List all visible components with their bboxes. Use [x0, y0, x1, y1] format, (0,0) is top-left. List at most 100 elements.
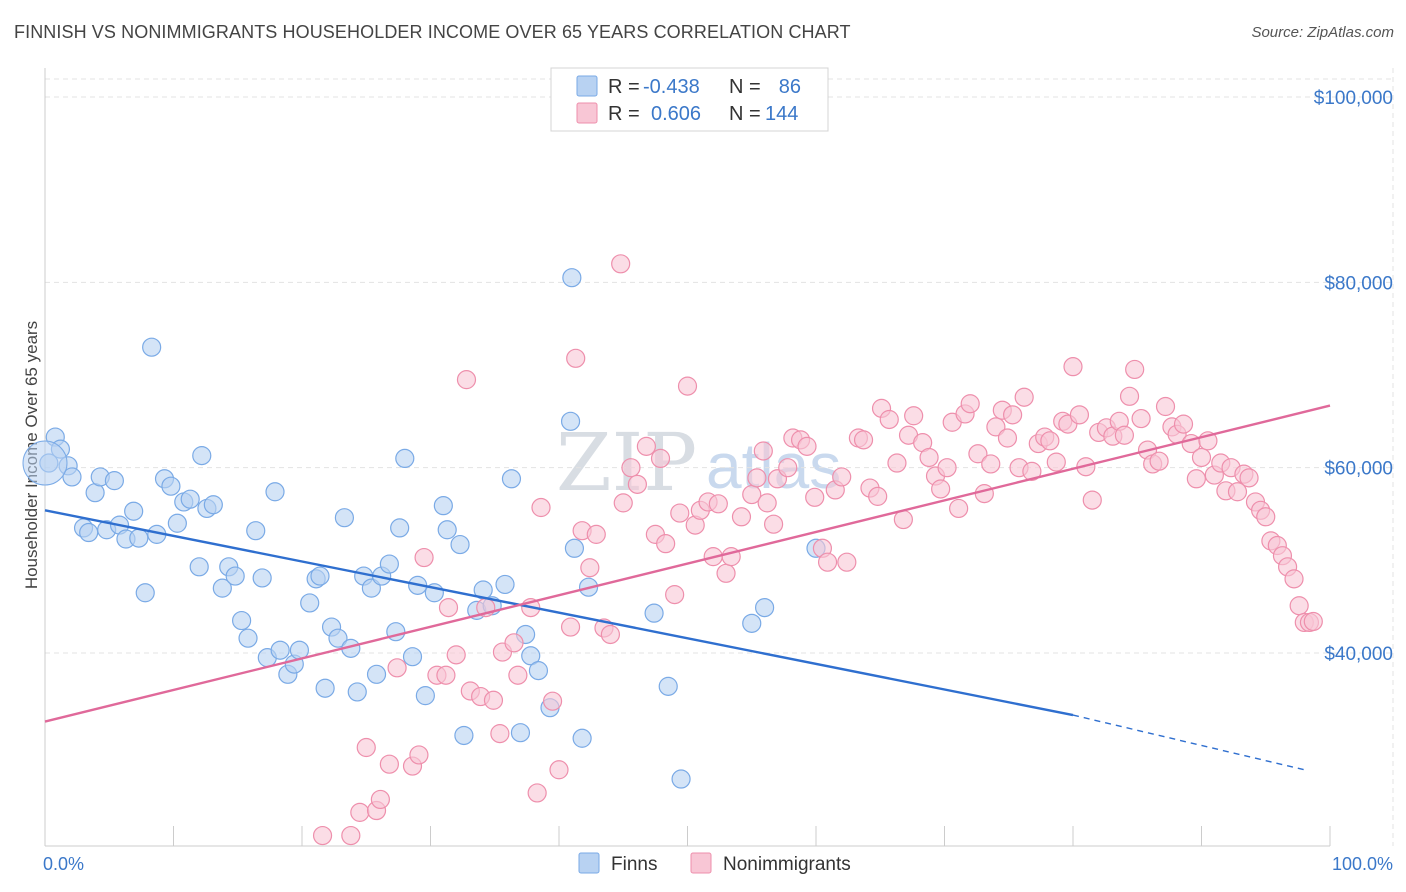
- finns-point-35: [265, 482, 285, 502]
- finns-point-53: [379, 554, 399, 574]
- bottom-legend: Finns Nonimmigrants: [578, 852, 851, 875]
- nonimmigrants-point-20: [490, 724, 510, 744]
- finns-point-70: [510, 723, 531, 743]
- nonimmigrants-point-120: [1149, 451, 1169, 471]
- finns-point-4: [62, 467, 82, 487]
- legend-r-value-finns: -0.438: [643, 76, 700, 98]
- finns-point-80: [658, 676, 678, 696]
- finns-point-27: [212, 578, 232, 598]
- finns-point-19: [161, 476, 181, 496]
- nonimmigrants-point-9: [409, 745, 429, 765]
- nonimmigrants-point-67: [817, 552, 838, 572]
- nonimmigrants-point-147: [1303, 611, 1323, 632]
- finns-point-45: [328, 628, 348, 648]
- nonimmigrants-point-5: [370, 789, 390, 810]
- nonimmigrants-point-7: [387, 658, 407, 678]
- nonimmigrants-point-76: [879, 409, 899, 430]
- nonimmigrants-point-92: [981, 454, 1001, 474]
- nonimmigrants-point-33: [586, 524, 606, 544]
- finns-point-59: [415, 686, 435, 706]
- finns-point-26: [203, 495, 223, 515]
- finns-point-55: [390, 518, 410, 538]
- nonimmigrants-point-99: [1022, 461, 1042, 481]
- nonimmigrants-point-28: [549, 760, 569, 780]
- nonimmigrants-point-6: [379, 754, 399, 774]
- finns-point-24: [192, 446, 212, 466]
- nonimmigrants-point-69: [832, 467, 852, 487]
- nonimmigrants-point-70: [837, 552, 857, 572]
- finns-point-81: [671, 769, 691, 789]
- nonimmigrants-point-1: [341, 825, 361, 846]
- nonimmigrants-point-82: [919, 447, 939, 468]
- nonimmigrants-point-91: [974, 484, 994, 504]
- nonimmigrants-point-135: [1239, 468, 1259, 488]
- nonimmigrants-point-27: [542, 691, 563, 711]
- nonimmigrants-point-43: [656, 534, 676, 554]
- nonimmigrants-point-30: [566, 348, 586, 368]
- gridlines: [45, 68, 1394, 846]
- finns-point-29: [225, 566, 245, 586]
- y-tick-label-2: $80,000: [1324, 273, 1393, 294]
- finns-point-68: [495, 574, 515, 595]
- nonimmigrants-point-56: [747, 468, 767, 488]
- finns-point-33: [252, 568, 272, 588]
- finns-point-85: [562, 268, 582, 288]
- finns-point-14: [129, 528, 149, 548]
- legend-swatch-nonimmigrants: [576, 102, 598, 124]
- finns-point-6: [79, 522, 99, 543]
- finns-point-large: [22, 440, 68, 486]
- nonimmigrants-point-127: [1191, 447, 1212, 468]
- finns-point-79: [644, 603, 664, 623]
- finns-point-82: [742, 613, 762, 633]
- nonimmigrants-point-117: [1131, 408, 1151, 429]
- nonimmigrants-point-143: [1284, 569, 1304, 589]
- finns-point-36: [270, 640, 290, 660]
- bottom-legend-label-nonimmigrants: Nonimmigrants: [723, 854, 851, 875]
- nonimmigrants-point-23: [508, 665, 528, 685]
- finns-point-56: [395, 448, 415, 468]
- nonimmigrants-point-133: [1227, 482, 1248, 502]
- nonimmigrants-point-35: [600, 624, 621, 645]
- finns-point-10: [104, 471, 124, 491]
- nonimmigrants-point-138: [1256, 507, 1276, 527]
- nonimmigrants-point-80: [904, 406, 924, 426]
- finns-point-20: [167, 513, 187, 533]
- finns-point-46: [334, 508, 355, 528]
- legend-box: R = -0.438 N = 86 R = 0.606 N = 144: [550, 67, 829, 132]
- bottom-legend-swatch-finns: [578, 852, 600, 874]
- finns-point-63: [450, 534, 470, 555]
- finns-point-75: [560, 411, 581, 431]
- nonimmigrants-point-61: [778, 458, 798, 478]
- nonimmigrants-point-98: [1014, 387, 1034, 407]
- nonimmigrants-point-116: [1125, 359, 1145, 380]
- nonimmigrants-point-13: [438, 597, 459, 618]
- legend-n-value-nonimmigrants: 144: [765, 103, 798, 125]
- nonimmigrants-point-39: [627, 474, 647, 494]
- nonimmigrants-point-10: [414, 547, 434, 568]
- nonimmigrants-point-12: [436, 665, 456, 685]
- nonimmigrants-point-25: [527, 783, 547, 803]
- nonimmigrants-point-22: [504, 633, 524, 653]
- finns-point-15: [135, 583, 155, 603]
- nonimmigrants-point-36: [611, 254, 631, 274]
- nonimmigrants-point-57: [753, 441, 773, 461]
- nonimmigrants-point-59: [763, 514, 784, 534]
- nonimmigrants-point-15: [456, 370, 477, 390]
- nonimmigrants-point-102: [1040, 431, 1060, 451]
- series-finns-points: [22, 268, 826, 789]
- nonimmigrants-point-95: [997, 428, 1018, 448]
- legend-n-label-finns: N =: [729, 76, 761, 98]
- nonimmigrants-point-29: [560, 617, 581, 637]
- nonimmigrants-point-65: [805, 487, 825, 507]
- nonimmigrants-point-58: [757, 493, 777, 513]
- finns-point-77: [572, 728, 592, 748]
- nonimmigrants-point-93: [986, 417, 1006, 437]
- trend-line-finns: [44, 509, 1074, 717]
- legend-swatch-finns: [576, 75, 598, 97]
- nonimmigrants-point-74: [868, 486, 888, 506]
- y-tick-label-3: $100,000: [1314, 88, 1393, 109]
- finns-point-42: [310, 566, 330, 586]
- nonimmigrants-point-96: [1003, 405, 1023, 425]
- legend-n-value-finns: 86: [779, 76, 801, 98]
- nonimmigrants-point-2: [350, 802, 370, 822]
